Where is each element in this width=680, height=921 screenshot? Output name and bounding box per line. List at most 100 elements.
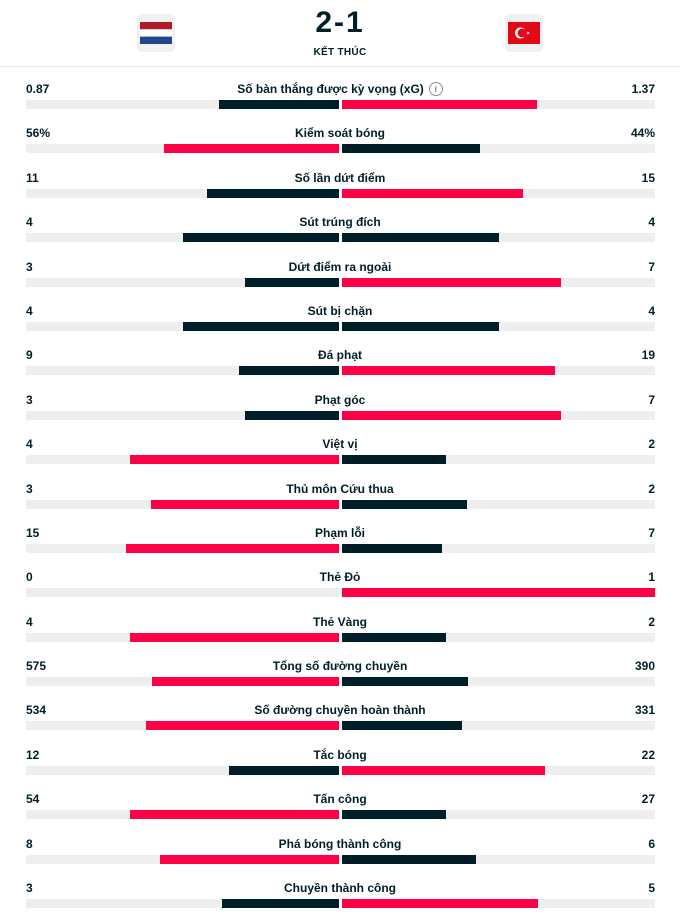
stat-label: Tắc bóng [0, 748, 680, 762]
home-stat-bar-track [26, 321, 339, 331]
stat-row: 15 Phạm lỗi 7 [0, 511, 680, 555]
stat-label: Việt vị [0, 437, 680, 451]
home-stat-bar [182, 233, 339, 243]
away-stat-bar [342, 410, 562, 420]
stat-row: 4 Sút bị chặn 4 [0, 289, 680, 333]
away-stat-bar [342, 277, 562, 287]
away-stat-bar-track [342, 499, 655, 509]
away-stat-bar [342, 100, 537, 109]
away-stat-bar-track [342, 721, 655, 731]
stat-row: 3 Thủ môn Cứu thua 2 [0, 467, 680, 511]
home-stat-bar-track [26, 765, 339, 775]
away-stat-bar-track [342, 366, 655, 376]
home-stat-bar [160, 854, 339, 864]
away-stat-bar-track [342, 100, 655, 109]
away-stat-bar-track [342, 765, 655, 775]
away-stat-bar [342, 188, 523, 198]
away-stat-bar [342, 321, 499, 331]
away-team-flag[interactable] [505, 14, 543, 52]
stat-row: 3 Dứt điểm ra ngoài 7 [0, 245, 680, 289]
stat-row: 8 Phá bóng thành công 6 [0, 822, 680, 866]
away-stat-value: 2 [648, 614, 655, 629]
stat-label: Tấn công [0, 792, 680, 806]
stat-label: Tổng số đường chuyền [0, 659, 680, 673]
stat-row: 3 Chuyền thành công 5 [0, 866, 680, 910]
away-stat-bar-track [342, 277, 655, 287]
stat-label: Kiểm soát bóng [0, 126, 680, 140]
away-stat-value: 44% [630, 126, 655, 141]
stat-label-text: Tổng số đường chuyền [272, 659, 408, 674]
stat-label: Thẻ Đỏ [0, 570, 680, 584]
home-team-flag[interactable] [137, 14, 175, 52]
home-stat-value: 3 [26, 881, 33, 896]
home-stat-bar-track [26, 543, 339, 553]
away-stat-bar [342, 899, 538, 909]
home-stat-bar-track [26, 721, 339, 731]
stat-row: 4 Thẻ Vàng 2 [0, 600, 680, 644]
info-icon[interactable]: i [428, 82, 443, 96]
away-stat-bar-track [342, 810, 655, 820]
home-stat-bar [221, 899, 339, 909]
home-stat-bar [151, 499, 339, 509]
stat-label: Dứt điểm ra ngoài [0, 260, 680, 274]
home-stat-value: 3 [26, 481, 33, 496]
stat-label-text: Sút bị chặn [307, 303, 373, 318]
home-stat-bar [228, 765, 339, 775]
away-stat-bar [342, 721, 462, 731]
home-stat-bar [145, 721, 339, 731]
stat-row: 4 Việt vị 2 [0, 422, 680, 466]
away-stat-value: 4 [648, 215, 655, 230]
home-stat-bar-track [26, 455, 339, 465]
home-stat-bar [130, 632, 339, 642]
stat-label-text: Tắc bóng [313, 747, 367, 762]
stat-label-text: Tấn công [313, 792, 367, 807]
away-stat-bar-track [342, 455, 655, 465]
home-stat-value: 4 [26, 303, 33, 318]
stat-label-text: Việt vị [322, 437, 358, 452]
home-stat-value: 3 [26, 392, 33, 407]
home-stat-value: 54 [26, 792, 40, 807]
home-stat-bar-track [26, 899, 339, 909]
away-stat-bar [342, 366, 555, 376]
away-stat-bar [342, 233, 499, 243]
stat-label-text: Phạt góc [314, 392, 366, 407]
stat-label-text: Thẻ Vàng [312, 614, 367, 629]
away-stat-value: 7 [648, 392, 655, 407]
home-stat-bar-track [26, 499, 339, 509]
away-stat-bar [342, 854, 477, 864]
away-stat-bar [342, 144, 480, 154]
away-stat-bar-track [342, 632, 655, 642]
home-stat-bar [130, 810, 339, 820]
stat-label-text: Số đường chuyền hoàn thành [254, 703, 426, 718]
stat-label-text: Chuyền thành công [284, 881, 396, 896]
away-stat-bar [342, 632, 447, 642]
home-stat-bar-track [26, 588, 339, 598]
away-stat-value: 331 [634, 703, 655, 718]
away-stat-bar-track [342, 144, 655, 154]
stat-label-text: Thủ môn Cứu thua [286, 481, 394, 496]
stat-label-text: Thẻ Đỏ [319, 570, 361, 585]
away-stat-value: 7 [648, 525, 655, 540]
home-stat-bar-track [26, 233, 339, 243]
home-stat-value: 9 [26, 348, 33, 363]
stat-row: 12 Tắc bóng 22 [0, 733, 680, 777]
home-stat-bar [163, 144, 339, 154]
away-stat-bar-track [342, 899, 655, 909]
stat-label-text: Phạm lỗi [314, 525, 365, 540]
away-stat-value: 2 [648, 437, 655, 452]
turkey-flag-icon [508, 22, 540, 44]
stat-label: Số đường chuyền hoàn thành [0, 703, 680, 717]
away-stat-bar-track [342, 410, 655, 420]
home-stat-value: 56% [26, 126, 51, 141]
away-stat-value: 22 [641, 747, 655, 762]
away-stat-bar [342, 765, 545, 775]
stat-row: 534 Số đường chuyền hoàn thành 331 [0, 688, 680, 732]
away-stat-value: 7 [648, 259, 655, 274]
home-stat-bar [245, 277, 339, 287]
home-stat-value: 0 [26, 570, 33, 585]
match-header: 2-1 KẾT THÚC [0, 0, 680, 67]
away-stat-bar [342, 677, 469, 687]
away-stat-bar-track [342, 854, 655, 864]
stat-label: Sút trúng đích [0, 215, 680, 229]
home-stat-bar [219, 100, 339, 109]
